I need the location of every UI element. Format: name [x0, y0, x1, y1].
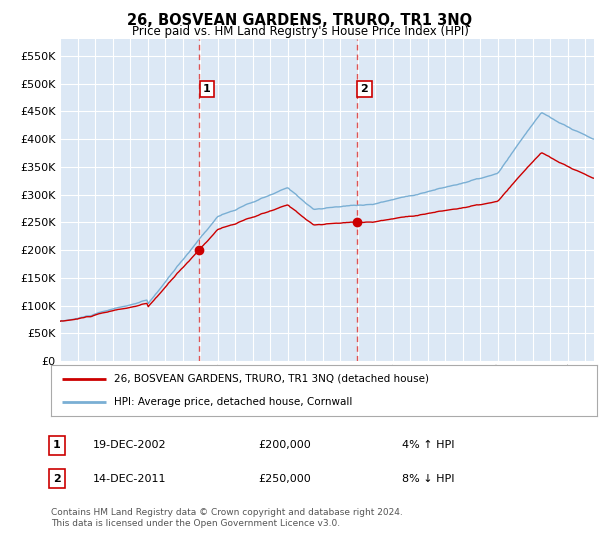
Text: 2: 2 [361, 84, 368, 94]
Text: £250,000: £250,000 [258, 474, 311, 484]
Text: 26, BOSVEAN GARDENS, TRURO, TR1 3NQ (detached house): 26, BOSVEAN GARDENS, TRURO, TR1 3NQ (det… [114, 374, 429, 384]
Text: 26, BOSVEAN GARDENS, TRURO, TR1 3NQ: 26, BOSVEAN GARDENS, TRURO, TR1 3NQ [127, 13, 473, 28]
Text: £200,000: £200,000 [258, 440, 311, 450]
Text: 14-DEC-2011: 14-DEC-2011 [93, 474, 167, 484]
Text: HPI: Average price, detached house, Cornwall: HPI: Average price, detached house, Corn… [114, 397, 352, 407]
Text: 1: 1 [53, 440, 61, 450]
Text: 8% ↓ HPI: 8% ↓ HPI [402, 474, 455, 484]
Text: 1: 1 [203, 84, 211, 94]
Text: 19-DEC-2002: 19-DEC-2002 [93, 440, 167, 450]
Text: Contains HM Land Registry data © Crown copyright and database right 2024.
This d: Contains HM Land Registry data © Crown c… [51, 508, 403, 528]
Text: 2: 2 [53, 474, 61, 484]
Text: 4% ↑ HPI: 4% ↑ HPI [402, 440, 455, 450]
Text: Price paid vs. HM Land Registry's House Price Index (HPI): Price paid vs. HM Land Registry's House … [131, 25, 469, 38]
